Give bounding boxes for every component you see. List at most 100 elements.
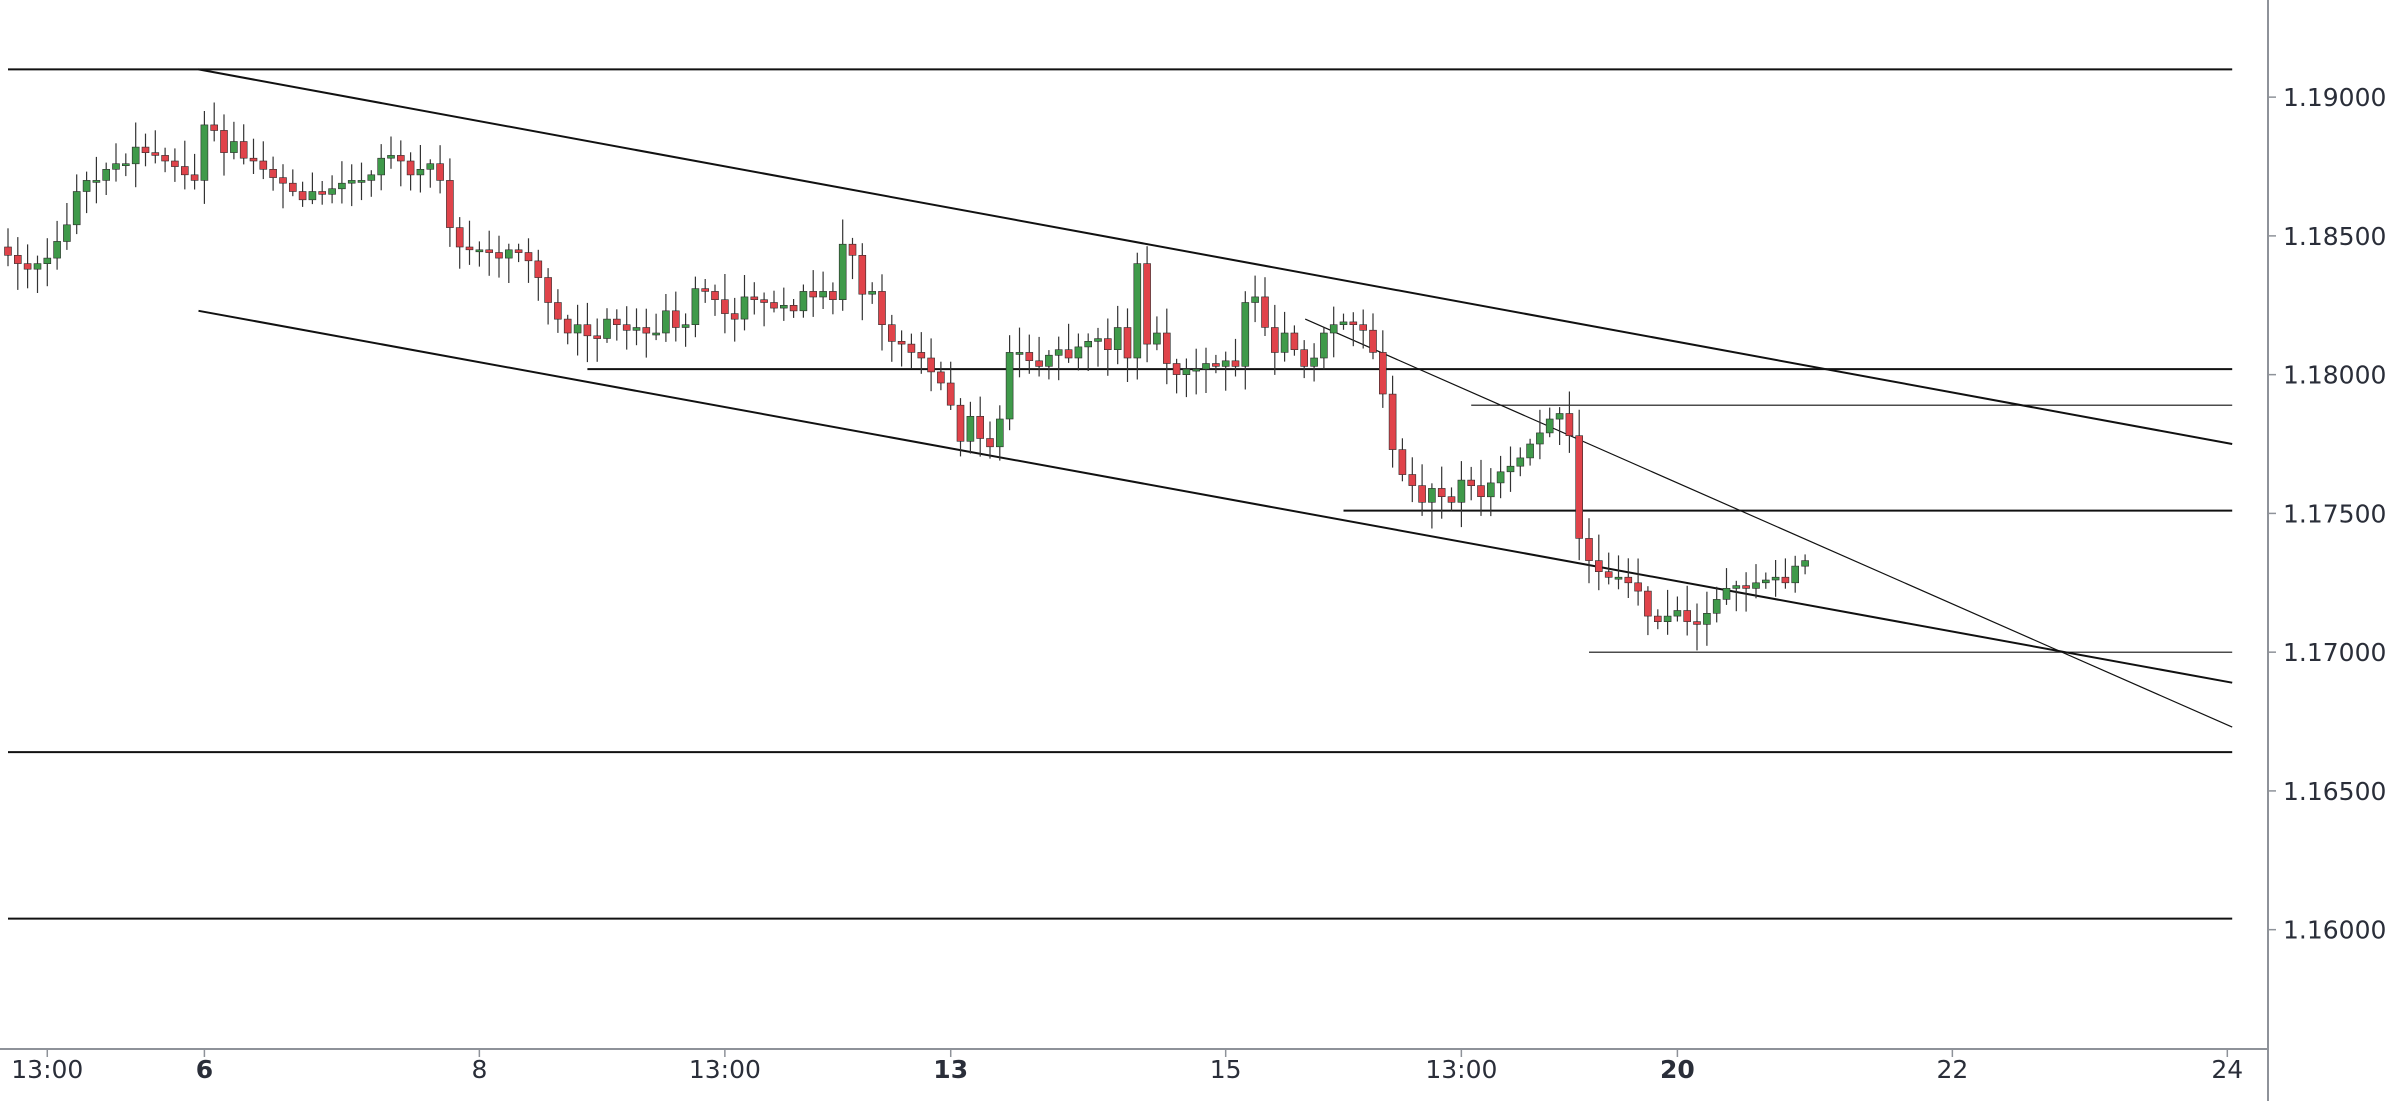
candle-body [288, 182, 297, 192]
channel-upper[interactable] [198, 68, 2233, 445]
candle-body [907, 343, 916, 353]
candle-body [1526, 443, 1534, 459]
candle [1084, 333, 1092, 371]
candle-body [524, 252, 533, 262]
candle [102, 162, 110, 195]
candle [730, 297, 739, 342]
candle-body [1300, 349, 1308, 367]
candle-body [1192, 368, 1200, 372]
candle [230, 121, 238, 160]
candle-body [1241, 302, 1250, 367]
candle [446, 158, 454, 247]
candle-body [593, 335, 602, 339]
candle [711, 284, 719, 316]
candle-body [1339, 321, 1348, 325]
candle [1801, 554, 1809, 575]
candle [1280, 311, 1289, 362]
candle [897, 330, 906, 367]
candle-body [829, 291, 837, 300]
candle [1398, 438, 1407, 482]
candle-body [642, 327, 651, 334]
candle [1762, 572, 1770, 589]
candle [946, 361, 955, 410]
candle [1624, 558, 1633, 598]
candle-body [230, 141, 238, 153]
candle [279, 164, 287, 209]
candle [1369, 313, 1377, 360]
candle-body [200, 124, 209, 181]
candle [1555, 407, 1564, 445]
candle [848, 237, 857, 280]
candle [1388, 375, 1397, 468]
candle [43, 238, 52, 287]
candle-body [1015, 352, 1024, 355]
candle [1585, 518, 1593, 584]
candle-body [4, 246, 12, 256]
candle [779, 287, 788, 321]
candle [1310, 343, 1318, 382]
candle-body [43, 257, 52, 265]
candle [1604, 552, 1613, 585]
candle-body [1290, 332, 1299, 351]
candle [927, 338, 935, 392]
candle [288, 169, 297, 197]
candle-body [1781, 576, 1790, 584]
candle [799, 284, 808, 318]
candle [426, 159, 435, 188]
candle-body [1634, 582, 1642, 592]
candle [1123, 308, 1132, 382]
candle-body [1467, 479, 1475, 487]
candle [14, 237, 22, 290]
candle [151, 130, 160, 164]
candle [573, 304, 582, 356]
candle-body [779, 304, 788, 309]
trendline-thin[interactable] [1304, 318, 2233, 728]
candle [1663, 589, 1672, 635]
candle-body [387, 155, 395, 159]
candle [1526, 438, 1534, 466]
candle [141, 133, 150, 167]
candle-body [740, 296, 749, 320]
candle-body [662, 310, 670, 334]
candle-body [691, 288, 700, 326]
candle-body [1123, 327, 1132, 359]
candle-body [1025, 352, 1034, 361]
candle [1153, 316, 1161, 351]
candle [200, 111, 209, 204]
candle-body [1172, 363, 1181, 375]
candle-body [1604, 571, 1613, 578]
candle [1172, 358, 1181, 394]
candle-body [1035, 360, 1043, 367]
candle-body [1654, 615, 1662, 622]
candle-body [298, 191, 307, 201]
candle-body [1074, 346, 1083, 359]
candle [161, 147, 169, 173]
candle [436, 145, 444, 194]
candle [1163, 308, 1171, 385]
time-tick-label: 6 [196, 1055, 213, 1084]
candle [249, 138, 258, 174]
candle [534, 249, 543, 301]
channel-lower[interactable] [198, 309, 2233, 684]
candle [524, 238, 533, 283]
candle-body [112, 163, 120, 170]
candle [1428, 483, 1436, 529]
candle [986, 421, 994, 459]
candle-body [671, 310, 680, 328]
candle [1703, 591, 1711, 646]
candle [367, 170, 376, 197]
candle [819, 271, 827, 309]
candle-body [1477, 485, 1485, 498]
candle-body [82, 180, 91, 192]
candle [259, 141, 268, 180]
candle [1536, 409, 1544, 460]
candle [131, 122, 140, 188]
candle-body [1712, 599, 1721, 614]
candle [1271, 304, 1279, 375]
candle [1005, 335, 1014, 431]
candle [495, 235, 503, 278]
candle [1241, 291, 1250, 390]
candle [1035, 336, 1043, 377]
candle [1487, 468, 1495, 517]
